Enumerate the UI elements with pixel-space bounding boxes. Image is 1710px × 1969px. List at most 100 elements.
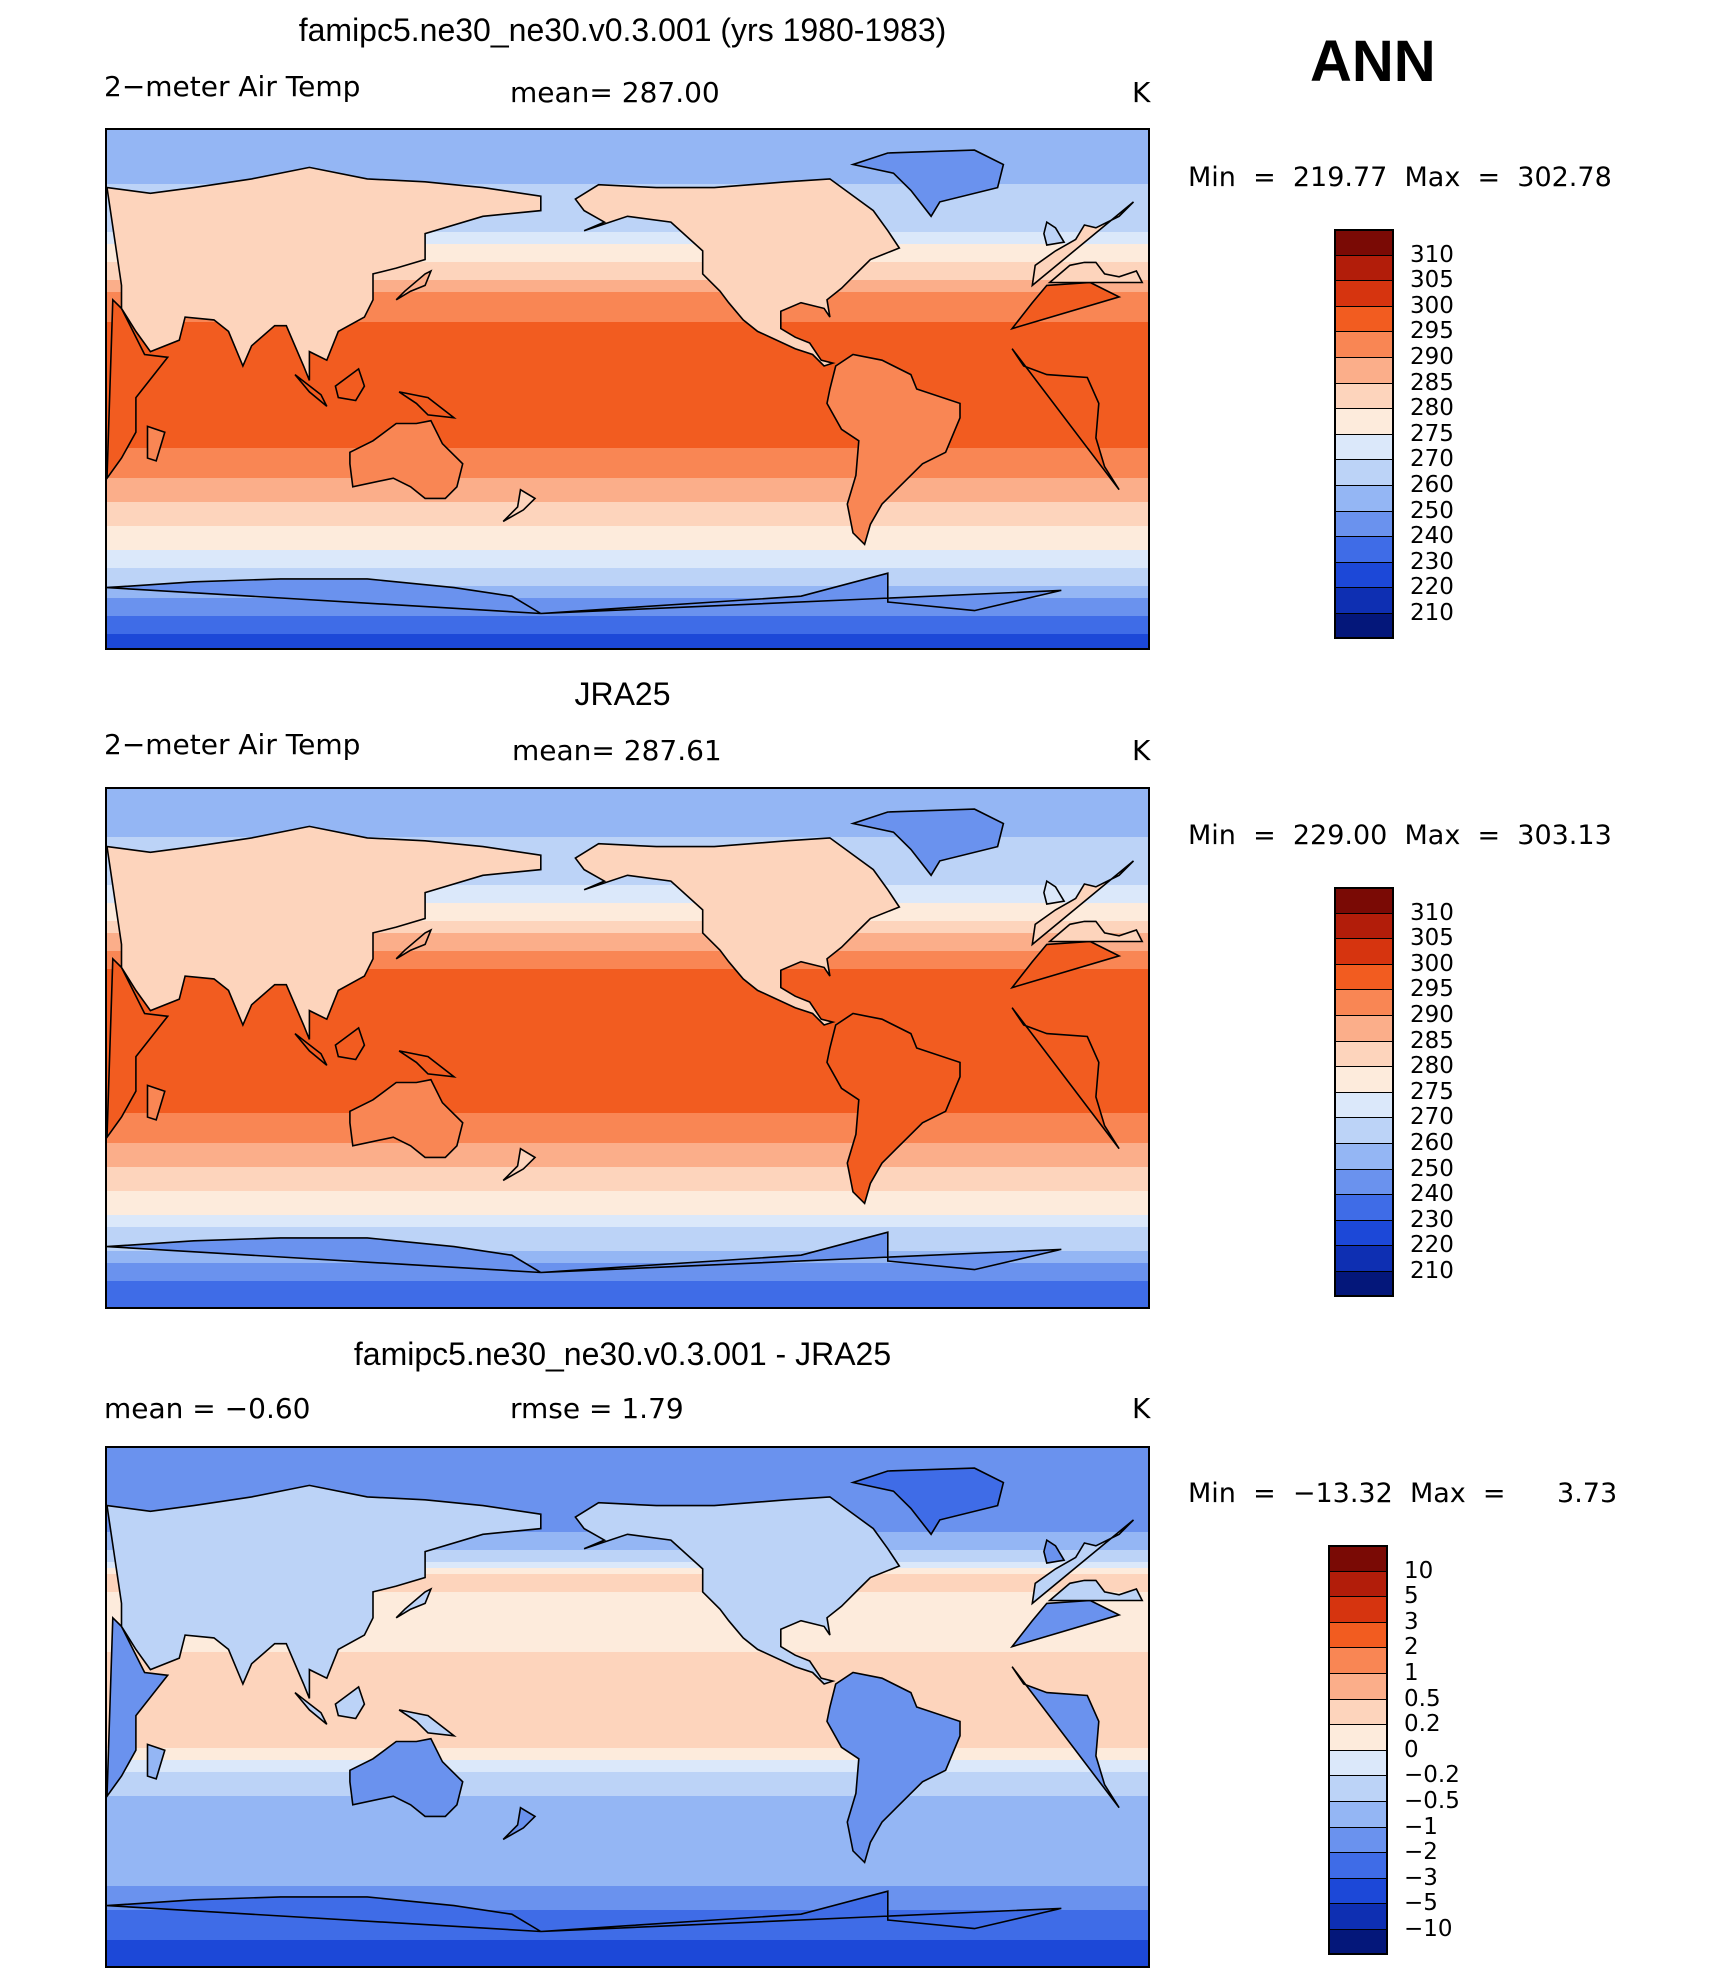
heatmap-band	[107, 1185, 1148, 1192]
colorbar-swatch	[1328, 1826, 1388, 1853]
colorbar-label: 275	[1410, 420, 1454, 447]
heatmap-band	[107, 801, 1148, 808]
heatmap-band	[107, 1257, 1148, 1264]
colorbar-label: −10	[1404, 1916, 1453, 1942]
heatmap-band	[107, 921, 1148, 928]
continent-samerica	[826, 1671, 961, 1864]
colorbar-label: 270	[1410, 1104, 1454, 1131]
colorbar-label: 220	[1410, 1232, 1454, 1259]
heatmap-band	[107, 1610, 1148, 1617]
heatmap-band	[107, 1275, 1148, 1282]
heatmap-band	[107, 1880, 1148, 1887]
colorbar-label: 0	[1404, 1736, 1419, 1763]
heatmap-band	[107, 532, 1148, 539]
colorbar-swatch	[1334, 408, 1394, 434]
heatmap-band	[107, 1868, 1148, 1875]
heatmap-band	[107, 370, 1148, 377]
colorbar-swatch	[1328, 1698, 1388, 1725]
colorbar-frame	[1328, 1545, 1388, 1955]
panel1-map	[105, 128, 1150, 650]
heatmap-band	[107, 933, 1148, 940]
colorbar-swatch	[1334, 331, 1394, 357]
colorbar-label: 230	[1410, 1206, 1454, 1233]
heatmap-band	[107, 502, 1148, 509]
continent-uk	[1043, 1538, 1066, 1565]
colorbar-label: 285	[1410, 369, 1454, 396]
colorbar-label: 310	[1410, 241, 1454, 268]
continent-japan	[395, 928, 433, 960]
colorbar-label: 280	[1410, 395, 1454, 422]
heatmap-band	[107, 460, 1148, 467]
heatmap-band	[107, 1227, 1148, 1234]
colorbar-frame	[1334, 229, 1394, 639]
heatmap-band	[107, 825, 1148, 832]
colorbar-label: 305	[1410, 925, 1454, 952]
heatmap-band	[107, 256, 1148, 263]
panel1-heatmap	[107, 130, 1148, 648]
heatmap-band	[107, 388, 1148, 395]
continent-greenland	[849, 808, 1005, 877]
colorbar-swatch	[1334, 433, 1394, 460]
colorbar-swatch	[1334, 1245, 1394, 1271]
heatmap-band	[107, 1281, 1148, 1288]
heatmap-band	[107, 430, 1148, 437]
heatmap-band	[107, 310, 1148, 317]
heatmap-band	[107, 220, 1148, 227]
heatmap-band	[107, 999, 1148, 1006]
heatmap-band	[107, 1658, 1148, 1665]
heatmap-band	[107, 1209, 1148, 1216]
colorbar-swatch	[1328, 1775, 1388, 1801]
heatmap-band	[107, 1616, 1148, 1623]
heatmap-band	[107, 130, 1148, 137]
heatmap-band	[107, 1083, 1148, 1090]
colorbar-label: 275	[1410, 1078, 1454, 1105]
heatmap-band	[107, 1712, 1148, 1719]
heatmap-band	[107, 1964, 1148, 1966]
colorbar-swatch	[1334, 1194, 1394, 1220]
colorbar-swatch	[1334, 1066, 1394, 1092]
heatmap-band	[107, 1466, 1148, 1473]
heatmap-band	[107, 1634, 1148, 1641]
heatmap-band	[107, 1958, 1148, 1965]
heatmap-band	[107, 1772, 1148, 1779]
panel3-heatmap	[107, 1448, 1148, 1966]
heatmap-band	[107, 1053, 1148, 1060]
panel1-mean-label: mean= 287.00	[510, 76, 720, 109]
heatmap-band	[107, 1640, 1148, 1647]
heatmap-band	[107, 1706, 1148, 1713]
heatmap-band	[107, 891, 1148, 898]
heatmap-band	[107, 1532, 1148, 1539]
continent-antarctica	[107, 578, 542, 615]
continent-madagascar	[146, 1743, 166, 1780]
heatmap-band	[107, 1107, 1148, 1114]
heatmap-band	[107, 1448, 1148, 1455]
colorbar-label: 290	[1410, 1002, 1454, 1028]
heatmap-band	[107, 1586, 1148, 1593]
heatmap-band	[107, 148, 1148, 155]
heatmap-band	[107, 813, 1148, 820]
heatmap-band	[107, 1191, 1148, 1198]
heatmap-band	[107, 1544, 1148, 1551]
continent-madagascar	[146, 425, 166, 462]
colorbar-label: 260	[1410, 472, 1454, 498]
heatmap-band	[107, 1017, 1148, 1024]
colorbar-label: −5	[1404, 1890, 1438, 1917]
heatmap-band	[107, 1826, 1148, 1833]
colorbar-swatch	[1334, 459, 1394, 485]
heatmap-band	[107, 1179, 1148, 1186]
colorbar-swatch	[1334, 485, 1394, 511]
heatmap-band	[107, 1161, 1148, 1168]
colorbar-swatch	[1334, 357, 1394, 383]
heatmap-band	[107, 897, 1148, 904]
heatmap-band	[107, 250, 1148, 257]
heatmap-band	[107, 352, 1148, 359]
colorbar-swatch	[1328, 1852, 1388, 1878]
colorbar-swatch	[1328, 1673, 1388, 1699]
continent-namerica	[574, 1496, 901, 1685]
colorbar-label: 300	[1410, 292, 1454, 319]
colorbar-label: 0.2	[1404, 1711, 1441, 1738]
heatmap-band	[107, 1664, 1148, 1671]
colorbar-swatch	[1334, 912, 1394, 939]
panel3-title: famipc5.ne30_ne30.v0.3.001 - JRA25	[353, 1336, 892, 1372]
heatmap-band	[107, 927, 1148, 934]
